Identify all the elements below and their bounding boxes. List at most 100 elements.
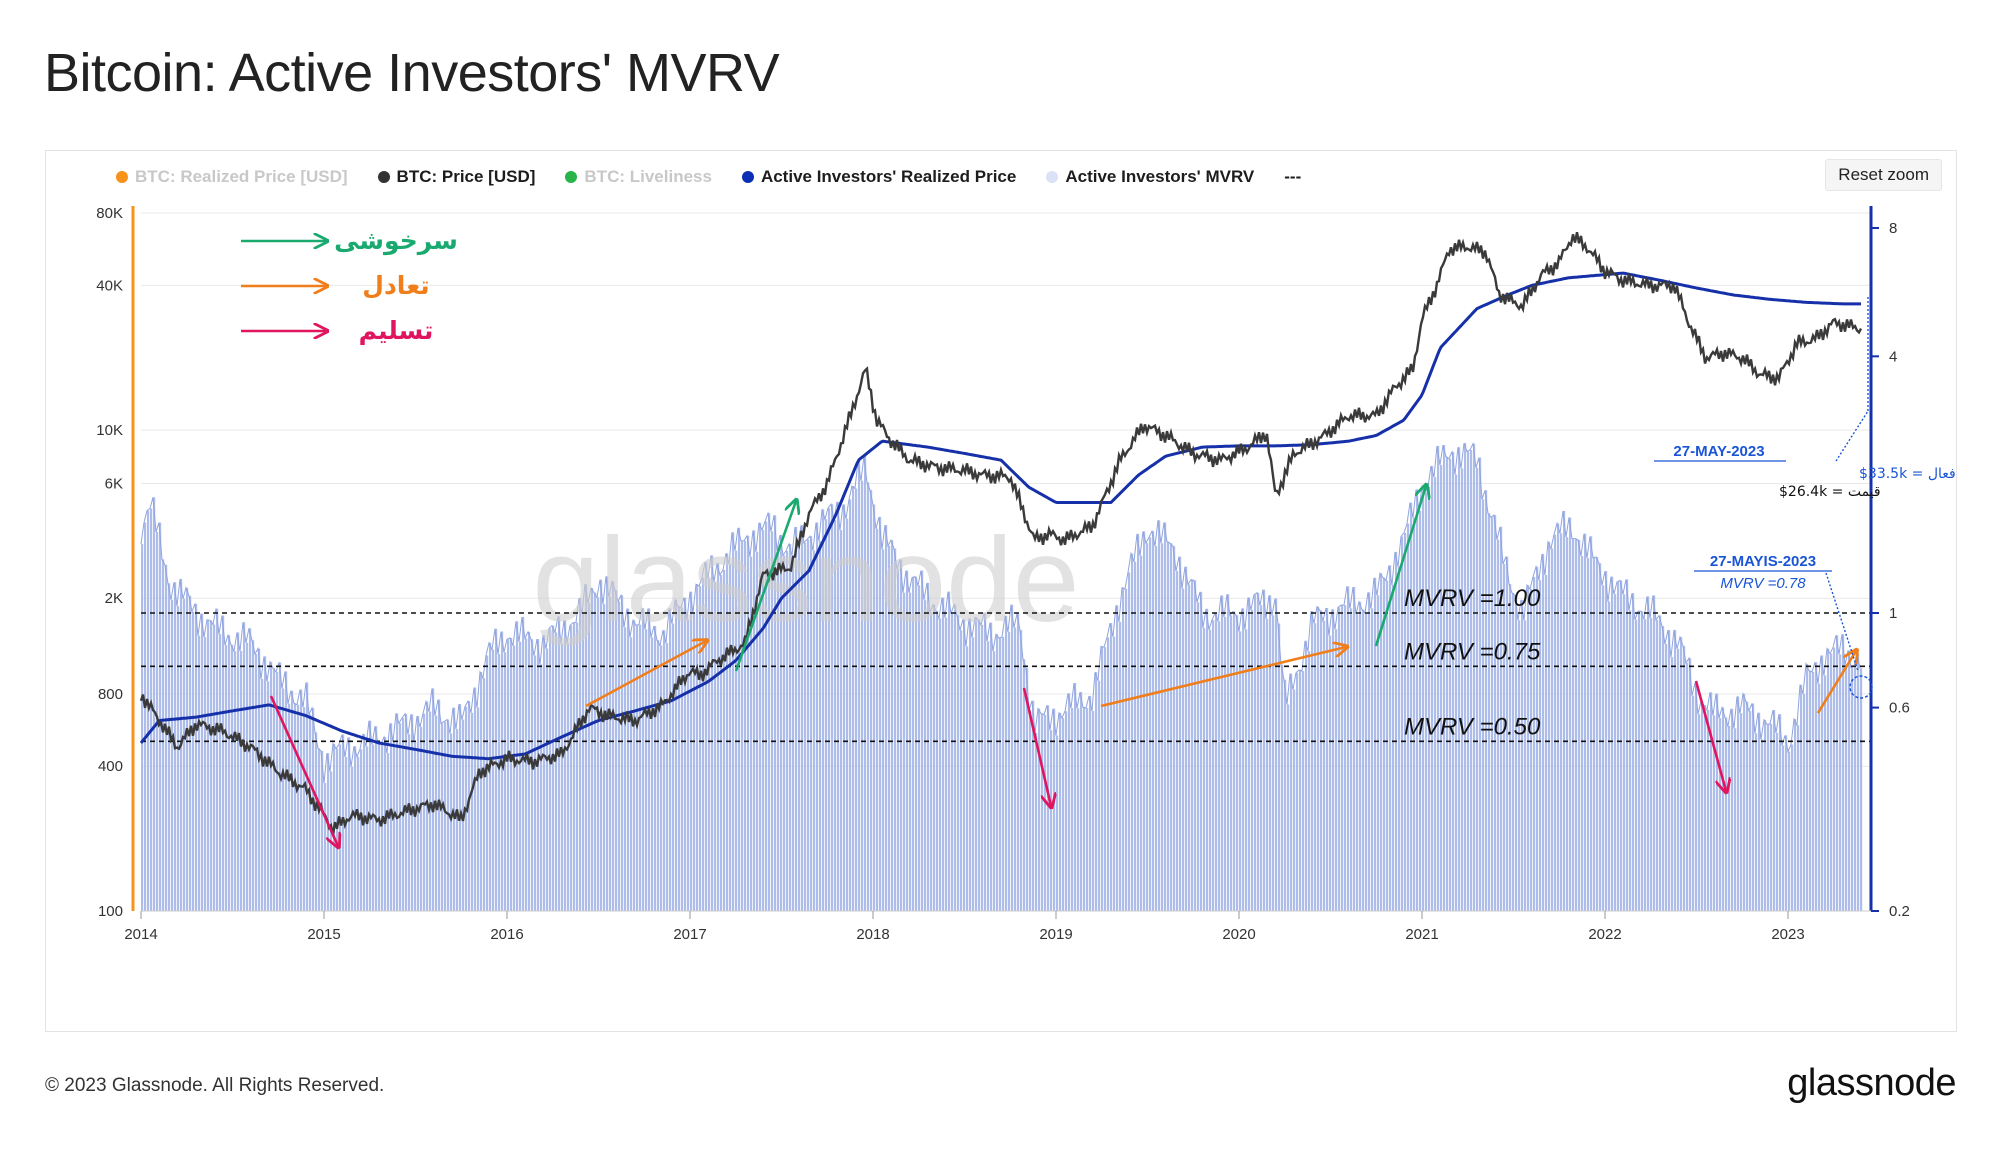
reset-zoom-button[interactable]: Reset zoom <box>1825 159 1942 191</box>
mvrv-bar <box>1047 705 1050 911</box>
callout-leader-line <box>1835 410 1869 462</box>
mvrv-bar <box>720 575 723 911</box>
mvrv-bar <box>366 746 369 911</box>
mvrv-bar <box>717 562 720 911</box>
mvrv-bar <box>1188 584 1191 911</box>
mvrv-bar <box>1563 510 1566 911</box>
mvrv-bar <box>297 704 300 911</box>
mvrv-bar <box>606 576 609 911</box>
mvrv-bar <box>870 490 873 911</box>
mvrv-bar <box>1140 555 1143 911</box>
mvrv-bar <box>1005 615 1008 911</box>
mvrv-bar <box>705 562 708 911</box>
mvrv-bar <box>1728 725 1731 911</box>
mvrv-bar <box>927 582 930 911</box>
mvrv-bar <box>1590 536 1593 911</box>
mvrv-bar <box>1296 672 1299 911</box>
mvrv-bar <box>246 642 249 911</box>
mvrv-bar <box>1125 588 1128 911</box>
mvrv-bar <box>1671 657 1674 911</box>
mvrv-bar <box>450 733 453 911</box>
mvrv-bar <box>663 630 666 911</box>
mvrv-bar <box>1578 539 1581 911</box>
mvrv-bar <box>1695 683 1698 911</box>
mvrv-bar <box>942 597 945 911</box>
mvrv-bar <box>666 643 669 911</box>
mvrv-bar <box>1857 653 1860 911</box>
mvrv-bar <box>939 618 942 911</box>
chart-plot-area[interactable]: glassnode MVRV =1.00 MVRV =0.75 MVRV =0.50 1… <box>46 151 1956 1031</box>
x-axis-tick-label: 2014 <box>124 926 157 943</box>
mvrv-bar <box>912 577 915 911</box>
mvrv-bar <box>999 638 1002 911</box>
mvrv-bar <box>1707 709 1710 911</box>
mvrv-reference-label: MVRV =0.50 <box>1404 713 1541 740</box>
mvrv-bar <box>1425 492 1428 911</box>
mvrv-bar <box>1029 710 1032 911</box>
mvrv-bar <box>732 532 735 911</box>
mvrv-bar <box>1209 629 1212 911</box>
mvrv-bar <box>1269 595 1272 911</box>
mvrv-bar <box>1161 543 1164 911</box>
mvrv-bar <box>300 689 303 911</box>
mvrv-bar <box>1407 523 1410 911</box>
right-axis-tick-label: 0.6 <box>1889 700 1910 717</box>
legend-item-0[interactable]: BTC: Realized Price [USD] <box>116 167 348 187</box>
mvrv-bar <box>879 516 882 911</box>
mvrv-bar <box>225 644 228 911</box>
mvrv-bar <box>993 651 996 911</box>
mvrv-bar <box>1410 502 1413 911</box>
mvrv-bar <box>1191 579 1194 911</box>
mvrv-bar <box>549 628 552 911</box>
mvrv-bar <box>1860 668 1863 911</box>
mvrv-bar <box>1428 486 1431 911</box>
mvrv-bar <box>654 626 657 911</box>
mvrv-bar <box>1836 635 1839 911</box>
mvrv-bar <box>144 522 147 911</box>
x-axis-tick-label: 2021 <box>1405 926 1438 943</box>
mvrv-bar <box>1500 526 1503 911</box>
mvrv-bar <box>873 504 876 911</box>
mvrv-bar <box>1704 705 1707 911</box>
legend-dot-icon <box>377 171 390 183</box>
mvrv-bar <box>501 631 504 911</box>
mvrv-bar <box>1245 629 1248 911</box>
mvrv-bar <box>1251 609 1254 911</box>
mvrv-bar <box>1329 635 1332 911</box>
legend-item-4[interactable]: Active Investors' MVRV <box>1046 167 1254 187</box>
left-axis-tick-label: 6K <box>105 475 123 492</box>
mvrv-bar <box>1311 611 1314 911</box>
mvrv-bar <box>1221 595 1224 911</box>
mvrv-bar <box>786 551 789 911</box>
mvrv-bar <box>1476 467 1479 911</box>
mvrv-bar <box>591 588 594 911</box>
mvrv-bar <box>1497 539 1500 911</box>
mvrv-bar <box>1419 510 1422 911</box>
mvrv-bar <box>1302 671 1305 911</box>
x-axis-tick-label: 2018 <box>856 926 889 943</box>
mvrv-bar <box>567 643 570 911</box>
mvrv-bar <box>780 534 783 911</box>
legend-dot-icon <box>565 171 578 183</box>
mvrv-bar <box>555 632 558 911</box>
mvrv-bar <box>1623 594 1626 911</box>
mvrv-bar <box>726 553 729 911</box>
mvrv-bar <box>918 585 921 911</box>
mvrv-bar <box>1059 712 1062 911</box>
mvrv-bar <box>1422 485 1425 911</box>
mvrv-bar <box>894 548 897 911</box>
mvrv-bar <box>1149 537 1152 911</box>
legend-item-5[interactable]: --- <box>1284 167 1301 187</box>
mvrv-bar <box>798 547 801 911</box>
legend-label: --- <box>1284 167 1302 186</box>
mvrv-bar <box>1248 597 1251 911</box>
legend-item-2[interactable]: BTC: Liveliness <box>565 167 712 187</box>
mvrv-bar <box>1452 451 1455 911</box>
legend-item-1[interactable]: BTC: Price [USD] <box>377 167 535 187</box>
mvrv-bar <box>801 525 804 911</box>
mvrv-bar <box>1014 627 1017 911</box>
right-axis-tick-label: 1 <box>1889 605 1897 622</box>
mvrv-bar <box>1755 733 1758 911</box>
mvrv-bar <box>834 520 837 911</box>
legend-item-3[interactable]: Active Investors' Realized Price <box>741 167 1016 187</box>
